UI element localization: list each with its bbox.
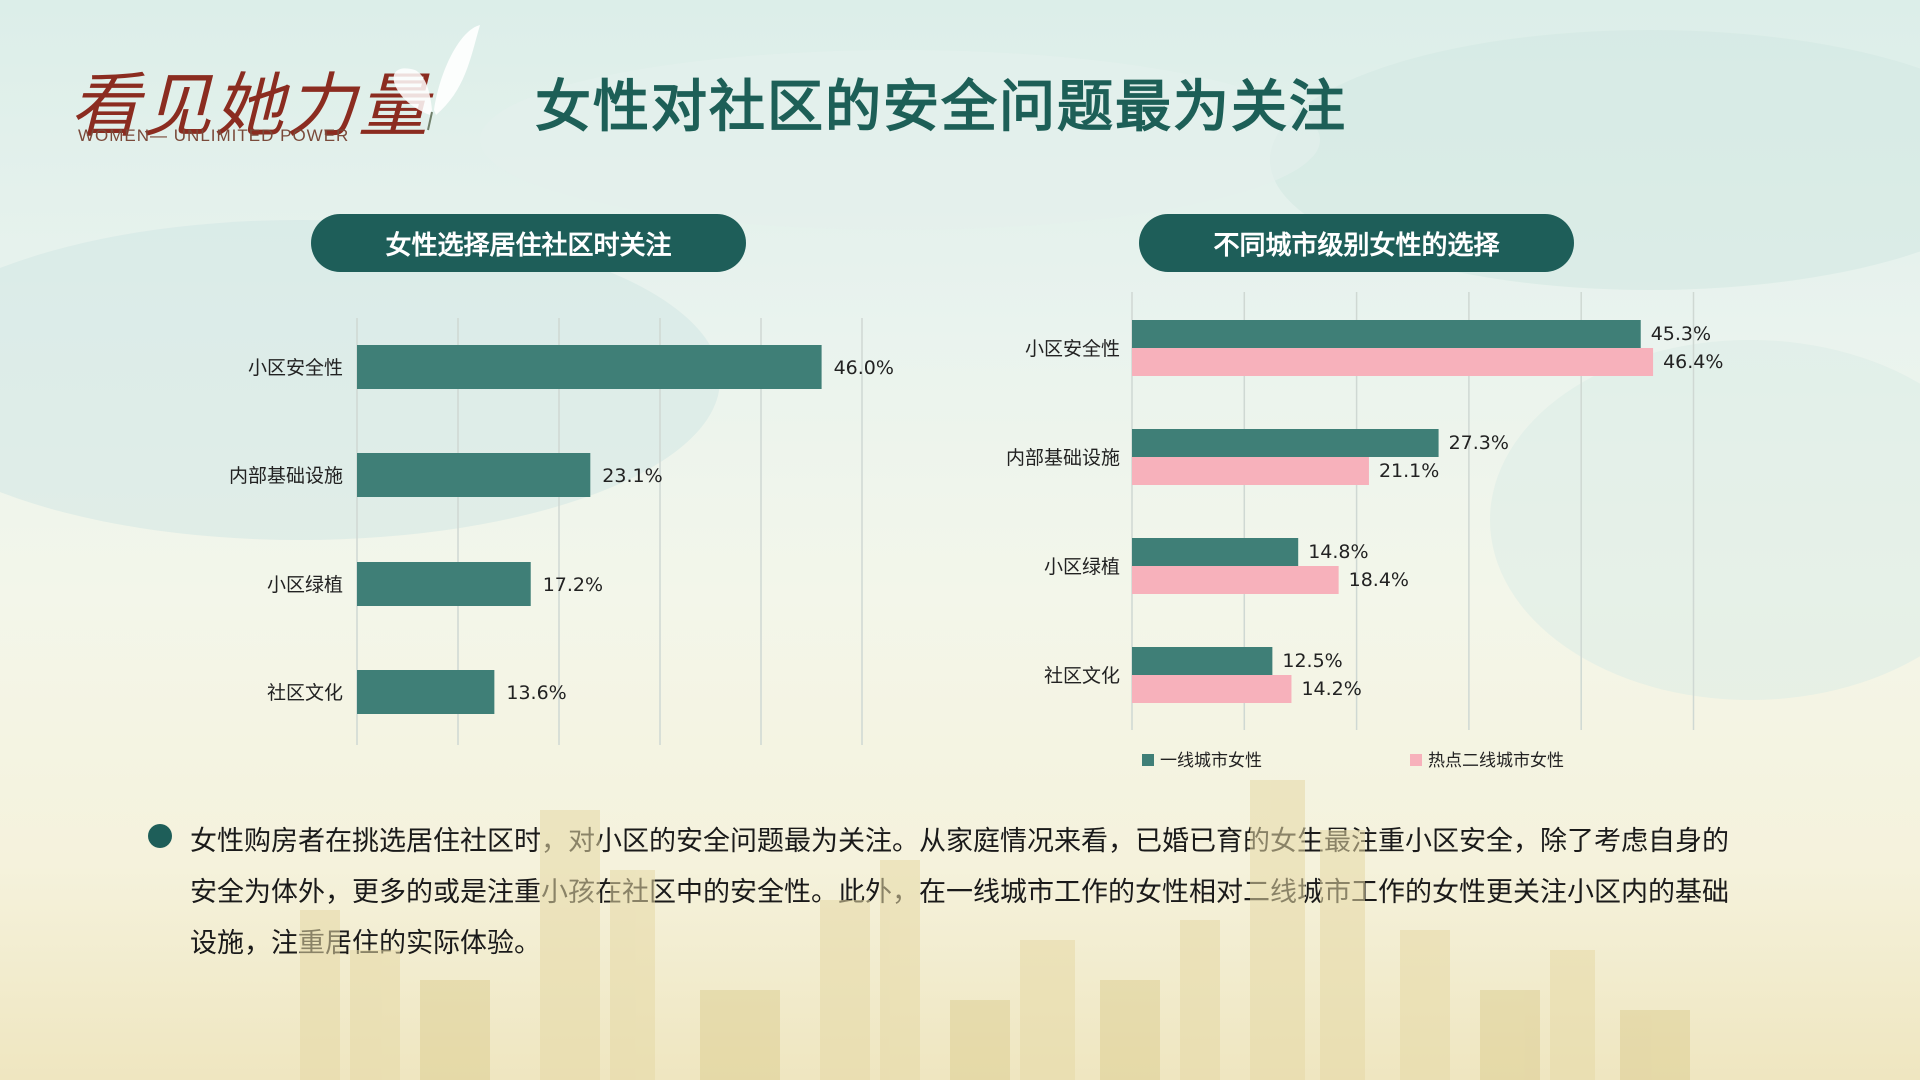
category-label: 小区绿植 <box>267 574 343 596</box>
bar-tier1 <box>1132 320 1641 348</box>
logo-title: 看见她力量 <box>70 65 430 147</box>
bar-tier2 <box>1132 675 1292 703</box>
category-label: 小区安全性 <box>1025 338 1120 360</box>
category-label: 社区文化 <box>267 682 343 704</box>
category-label: 社区文化 <box>1044 665 1120 687</box>
legend-swatch <box>1410 754 1422 766</box>
value-label: 14.2% <box>1301 678 1361 700</box>
summary-paragraph: 女性购房者在挑选居住社区时，对小区的安全问题最为关注。从家庭情况来看，已婚已育的… <box>190 826 1729 959</box>
value-label: 23.1% <box>602 465 662 487</box>
page-title: 女性对社区的安全问题最为关注 <box>535 75 1347 140</box>
category-label: 内部基础设施 <box>1006 447 1120 469</box>
bar <box>357 562 531 606</box>
left-chart-title: 女性选择居住社区时关注 <box>311 214 746 272</box>
value-label: 14.8% <box>1308 541 1368 563</box>
category-label: 小区安全性 <box>248 357 343 379</box>
bar-tier1 <box>1132 538 1299 566</box>
category-label: 内部基础设施 <box>229 465 343 487</box>
butterfly-icon <box>393 25 480 131</box>
value-label: 12.5% <box>1282 650 1342 672</box>
value-label: 46.4% <box>1663 351 1723 373</box>
bar <box>357 345 822 389</box>
right-chart-title: 不同城市级别女性的选择 <box>1139 214 1574 272</box>
value-label: 13.6% <box>506 682 566 704</box>
legend-swatch <box>1142 754 1154 766</box>
bar-tier2 <box>1132 348 1654 376</box>
value-label: 18.4% <box>1349 569 1409 591</box>
bar-tier2 <box>1132 457 1369 485</box>
bar <box>357 670 495 714</box>
value-label: 21.1% <box>1379 460 1439 482</box>
value-label: 17.2% <box>543 574 603 596</box>
value-label: 46.0% <box>834 357 894 379</box>
legend-label: 热点二线城市女性 <box>1428 751 1564 771</box>
legend-label: 一线城市女性 <box>1160 751 1262 771</box>
bar-tier1 <box>1132 429 1439 457</box>
value-label: 45.3% <box>1651 323 1711 345</box>
category-label: 小区绿植 <box>1044 556 1120 578</box>
bullet-dot <box>148 824 172 848</box>
brand-logo: 看见她力量 WOMEN— UNLIMITED POWER <box>20 20 520 170</box>
value-label: 27.3% <box>1449 432 1509 454</box>
logo-subtitle: WOMEN— UNLIMITED POWER <box>78 126 350 145</box>
bar-tier2 <box>1132 566 1339 594</box>
bar-tier1 <box>1132 647 1273 675</box>
bar <box>357 453 591 497</box>
